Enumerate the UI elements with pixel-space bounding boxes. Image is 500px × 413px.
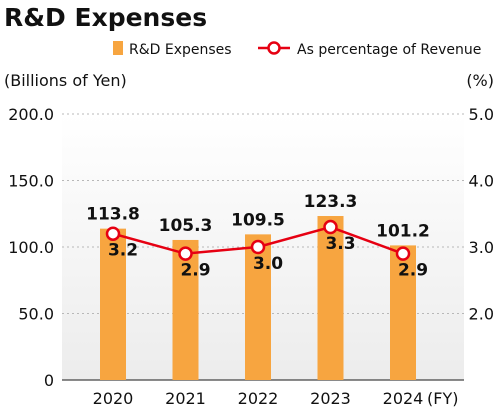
left-tick-label: 0 bbox=[44, 371, 54, 390]
legend-bar-label: R&D Expenses bbox=[129, 42, 232, 58]
bar-value-label: 113.8 bbox=[86, 205, 140, 225]
x-tick-label: 2021 bbox=[165, 389, 206, 408]
x-tick-label: 2023 bbox=[310, 389, 351, 408]
bar bbox=[100, 228, 126, 380]
bar bbox=[172, 239, 199, 380]
right-tick-label: 4.0 bbox=[469, 172, 494, 191]
line-value-label: 2.9 bbox=[180, 261, 210, 281]
legend-bar-swatch bbox=[113, 41, 123, 55]
line-value-label: 2.9 bbox=[398, 261, 428, 281]
line-marker bbox=[250, 239, 266, 255]
line-marker bbox=[178, 246, 193, 261]
legend-line-marker bbox=[267, 41, 281, 55]
line-value-label: 3.2 bbox=[108, 241, 138, 261]
x-tick-label: 2022 bbox=[238, 389, 279, 408]
left-tick-label: 200.0 bbox=[8, 105, 54, 124]
bar-value-label: 101.2 bbox=[376, 221, 430, 241]
line-value-label: 3.3 bbox=[325, 234, 355, 254]
x-tick-label: 2020 bbox=[93, 389, 134, 408]
x-tick-label: 2024 bbox=[383, 389, 424, 408]
line-marker bbox=[105, 226, 121, 241]
x-unit-suffix: (FY) bbox=[427, 389, 458, 408]
left-axis-title: (Billions of Yen) bbox=[4, 71, 127, 90]
line-marker bbox=[323, 219, 338, 235]
right-tick-label: 3.0 bbox=[469, 238, 494, 257]
bar bbox=[317, 216, 344, 380]
right-axis-title: (%) bbox=[466, 71, 494, 90]
bar-value-label: 123.3 bbox=[304, 192, 358, 212]
bar bbox=[245, 234, 271, 380]
right-tick-label: 5.0 bbox=[469, 105, 494, 124]
left-tick-label: 50.0 bbox=[18, 305, 54, 324]
bar-value-label: 105.3 bbox=[159, 216, 213, 236]
legend-line-label: As percentage of Revenue bbox=[297, 42, 481, 58]
line-value-label: 3.0 bbox=[253, 254, 283, 274]
chart-title: R&D Expenses bbox=[4, 3, 207, 32]
left-tick-label: 100.0 bbox=[8, 238, 54, 257]
right-tick-label: 2.0 bbox=[469, 305, 494, 324]
bar-value-label: 109.5 bbox=[231, 210, 285, 230]
left-tick-label: 150.0 bbox=[8, 172, 54, 191]
line-marker bbox=[395, 246, 411, 261]
bar bbox=[390, 245, 416, 380]
